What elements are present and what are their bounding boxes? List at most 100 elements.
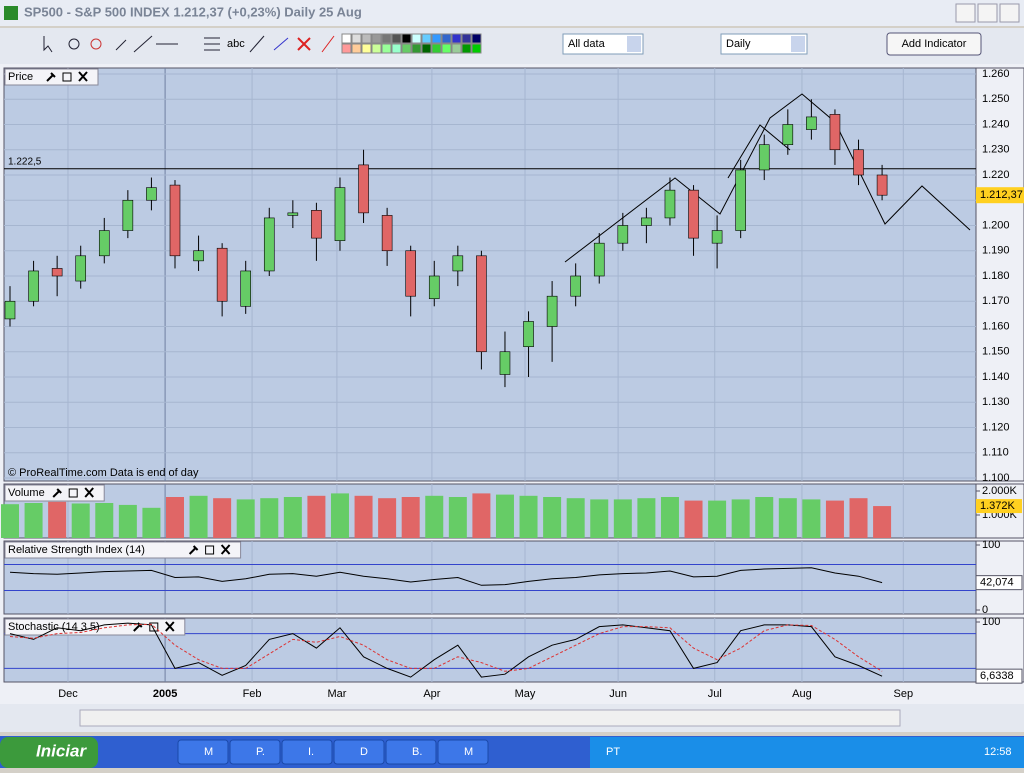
volume-bar [825,500,844,538]
color-swatch[interactable] [441,33,452,44]
volume-bar [95,503,114,538]
tool[interactable] [68,38,80,50]
color-swatch[interactable] [351,33,362,44]
fib-tool[interactable] [204,37,220,51]
close-icon[interactable] [78,71,88,82]
x-tick-label: Dec [58,688,78,700]
add-indicator-button[interactable] [886,32,982,56]
close-button[interactable] [999,3,1020,23]
tool[interactable] [273,37,289,51]
task-label: M [204,746,213,758]
start-button[interactable] [0,737,98,768]
color-swatch[interactable] [391,33,402,44]
color-swatch[interactable] [471,33,482,44]
candle-body [169,184,181,257]
settings-icon[interactable] [188,545,199,555]
maximize-button[interactable] [977,3,998,23]
task-button[interactable] [229,739,281,765]
volume-bar [401,497,420,538]
candle-body [476,255,487,353]
color-swatch[interactable] [341,43,352,54]
volume-bar [142,507,161,538]
color-swatch[interactable] [461,43,472,54]
color-swatch[interactable] [361,33,372,44]
candle-body [711,230,723,244]
y-tick-label: 1.240 [982,118,1010,130]
task-button[interactable] [177,739,229,765]
dropdown-arrow [627,36,641,52]
color-swatch[interactable] [441,43,452,54]
maximize-icon[interactable] [205,545,215,555]
trend-drawing [727,124,791,179]
language: PT [606,746,620,758]
scrollbar[interactable] [79,709,901,727]
color-swatch[interactable] [381,43,392,54]
y-tick-label: 1.160 [982,320,1010,332]
delete-tool[interactable] [297,37,311,51]
close-icon[interactable] [165,621,175,632]
y-tick-label: 1.140 [982,371,1010,383]
tool[interactable] [321,35,335,53]
line-tool[interactable] [133,35,153,53]
task-button[interactable] [333,739,385,765]
volume-bar [684,500,703,538]
color-swatch[interactable] [361,43,372,54]
text-tool[interactable]: abc [227,38,245,50]
candle-body [428,275,440,300]
maximize-icon[interactable] [62,72,72,82]
x-tick-label: Jun [609,688,627,700]
cursor-tool[interactable] [43,36,53,53]
color-swatch[interactable] [401,43,412,54]
volume-bar [307,495,326,538]
color-swatch[interactable] [451,43,462,54]
volume-bar [260,498,279,538]
candle-body [381,215,393,252]
y-tick-label: 1.230 [982,144,1010,156]
task-button[interactable] [281,739,333,765]
zoom-tool[interactable] [90,38,102,50]
maximize-icon[interactable] [149,622,159,632]
settings-icon[interactable] [46,72,56,82]
line-tool[interactable] [115,39,127,51]
x-tick-label: 2005 [153,688,177,700]
close-icon[interactable] [220,544,231,555]
minimize-button[interactable] [955,3,976,23]
task-button[interactable] [385,739,437,765]
color-swatch[interactable] [421,33,432,44]
color-swatch[interactable] [451,33,462,44]
task-label: I. [308,746,314,758]
toolbar [0,28,1024,64]
color-swatch[interactable] [371,43,382,54]
candle-body [193,250,204,262]
color-swatch[interactable] [371,33,382,44]
color-swatch[interactable] [431,43,442,54]
candle-body [4,300,16,320]
color-swatch[interactable] [341,33,352,44]
last-value-box [975,575,1023,591]
color-swatch[interactable] [411,43,422,54]
panel-title: Price [8,71,33,83]
volume-bar [24,503,43,538]
color-swatch[interactable] [471,43,482,54]
color-swatch[interactable] [461,33,472,44]
color-swatch[interactable] [381,33,392,44]
volume-bar [637,498,656,538]
color-swatch[interactable] [391,43,402,54]
period-select[interactable] [720,33,808,55]
candle-body [876,174,888,196]
volume-bar [425,495,444,538]
color-swatch[interactable] [411,33,422,44]
close-icon[interactable] [84,487,94,498]
task-button[interactable] [437,739,489,765]
color-swatch[interactable] [401,33,412,44]
color-swatch[interactable] [431,33,442,44]
color-swatch[interactable] [421,43,432,54]
maximize-icon[interactable] [68,488,78,498]
channel-tool[interactable] [249,35,265,53]
settings-icon[interactable] [52,488,62,498]
y-tick-label: 100 [982,616,1000,628]
range-select[interactable] [562,33,644,55]
volume-bar [71,503,90,538]
color-swatch[interactable] [351,43,362,54]
